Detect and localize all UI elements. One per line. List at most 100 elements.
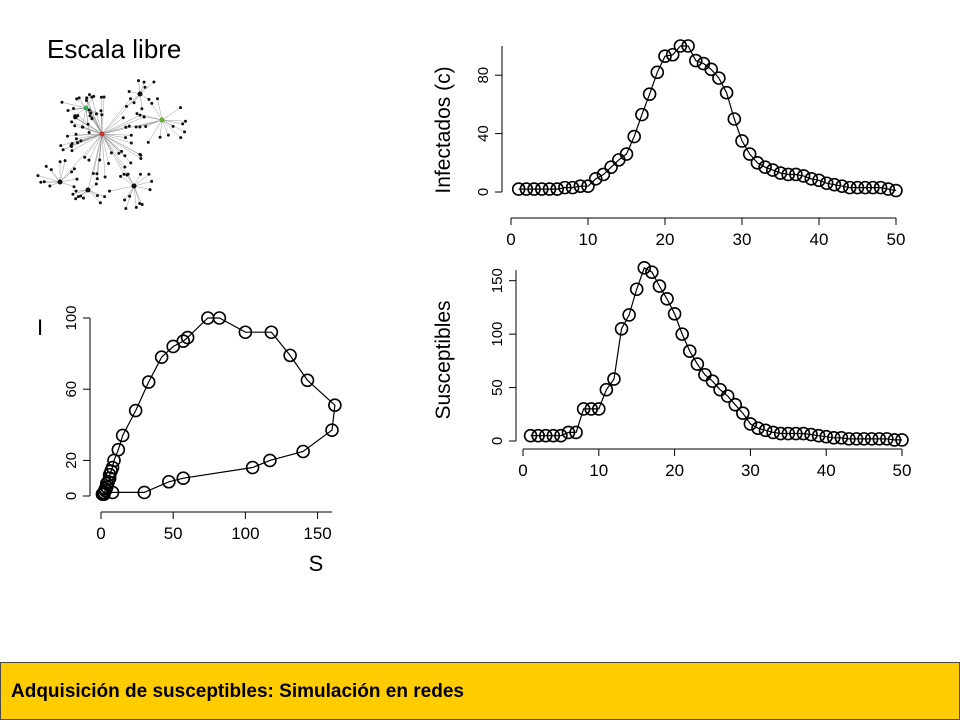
infected-time-series-chart: 0 10 20 30 40 50 0 40 80 Infectados (c) [432,39,906,249]
network-node [107,189,111,193]
network-node [147,97,151,101]
network-edge [87,189,105,197]
network-edge [101,133,141,156]
data-point [858,180,873,195]
data-point [300,373,315,388]
data-point [635,107,649,122]
x-tick-label: 30 [741,461,760,480]
network-node [87,93,91,97]
network-edge [101,133,132,144]
data-point [864,432,879,446]
network-node [95,172,99,176]
y-tick-label: 100 [489,322,506,347]
network-node [58,160,62,164]
network-node [99,95,103,99]
network-node [75,97,79,101]
network-node [134,205,138,209]
network-edge [101,133,106,178]
data-point [283,348,297,363]
data-point [773,166,788,180]
network-node [179,106,183,110]
network-edge [101,133,125,175]
data-point [565,180,580,195]
network-node [127,124,131,128]
network-node [138,125,142,129]
network-node [73,124,77,128]
data-point [535,182,549,196]
data-point [667,307,682,321]
network-hub-node [159,117,165,123]
network-node [121,116,125,120]
data-point [842,432,856,446]
network-node [81,196,85,200]
network-node [73,114,77,118]
network-node [48,184,52,188]
data-point [607,372,621,386]
network-edge [101,93,141,135]
network-edge [85,107,103,135]
network-node [70,142,74,146]
network-edge [71,133,103,151]
network-edge [101,133,126,168]
data-point [781,167,796,182]
network-node [129,161,133,165]
network-edge [101,133,135,187]
data-point [873,180,888,195]
data-point [857,432,871,446]
network-edge [88,133,103,161]
data-point [720,389,735,403]
data-point [652,279,667,293]
network-edge [82,107,87,128]
network-node [94,182,98,186]
network-node [76,195,80,199]
data-point [773,426,788,441]
data-point [622,308,636,322]
data-point [765,163,780,177]
network-node [142,80,146,84]
network-hub-node [137,91,143,97]
network-edge [101,114,141,135]
network-node [87,108,91,112]
data-point [742,147,757,161]
network-edge [101,119,163,135]
network-node [88,114,92,118]
data-point [887,433,902,447]
network-node [124,104,128,108]
network-node [135,112,139,116]
y-tick-label: 20 [63,452,80,469]
data-point [789,426,803,441]
network-node [84,99,88,103]
network-node [140,107,144,111]
x-axis-title: S [309,551,324,576]
network-edge [63,133,103,150]
network-node [83,155,87,159]
network-edge [67,107,87,111]
network-node [44,164,48,168]
network-node [183,130,187,134]
network-node [146,140,150,144]
network-edge [101,133,120,154]
network-edge [161,119,169,136]
network-node [87,158,91,162]
network-edge [87,189,101,203]
series-line [101,317,336,495]
network-edge [85,107,89,125]
data-point [614,321,629,336]
data-point [735,134,749,148]
data-point [102,467,117,482]
network-edge [101,133,142,159]
network-node [126,172,130,176]
data-point [604,160,618,174]
y-tick-label: 60 [63,381,80,398]
network-node [142,115,146,119]
data-point [561,425,576,440]
data-point [573,179,588,193]
data-point [704,62,719,77]
network-node [138,202,142,206]
network-edge [76,133,103,140]
scale-free-network-graphic [36,79,187,210]
network-node [120,149,124,153]
network-node [132,101,136,105]
network-edge [87,133,103,191]
x-tick-label: 50 [887,230,906,249]
